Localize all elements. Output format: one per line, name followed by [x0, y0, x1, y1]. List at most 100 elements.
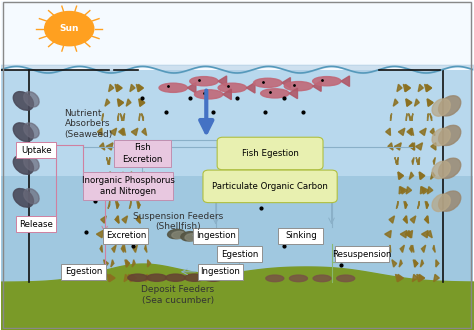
Polygon shape	[133, 245, 137, 252]
Polygon shape	[131, 128, 138, 136]
Polygon shape	[147, 260, 151, 267]
Ellipse shape	[432, 194, 450, 212]
Polygon shape	[425, 216, 428, 223]
Ellipse shape	[24, 189, 39, 204]
Polygon shape	[116, 201, 119, 209]
Polygon shape	[399, 260, 402, 267]
Polygon shape	[112, 230, 118, 238]
Polygon shape	[142, 114, 144, 121]
Ellipse shape	[185, 234, 199, 241]
Bar	[335, 247, 390, 262]
Polygon shape	[139, 187, 145, 194]
Polygon shape	[428, 187, 433, 194]
Polygon shape	[100, 216, 106, 223]
Polygon shape	[187, 82, 196, 93]
Polygon shape	[246, 82, 255, 93]
Polygon shape	[433, 157, 435, 165]
Circle shape	[45, 12, 94, 46]
Polygon shape	[398, 172, 403, 179]
Ellipse shape	[432, 99, 450, 116]
Polygon shape	[427, 230, 432, 238]
Polygon shape	[282, 78, 291, 88]
Polygon shape	[405, 84, 410, 92]
Polygon shape	[420, 187, 426, 194]
Ellipse shape	[261, 89, 289, 98]
Polygon shape	[218, 76, 227, 86]
Polygon shape	[142, 128, 146, 136]
Polygon shape	[403, 216, 407, 223]
Polygon shape	[109, 157, 110, 165]
Polygon shape	[112, 245, 116, 252]
Polygon shape	[129, 201, 131, 209]
Polygon shape	[118, 230, 124, 238]
Ellipse shape	[159, 83, 187, 92]
Polygon shape	[120, 114, 122, 121]
Polygon shape	[122, 216, 128, 223]
Polygon shape	[409, 128, 414, 136]
Text: Fish Egestion: Fish Egestion	[242, 149, 299, 158]
Polygon shape	[412, 114, 413, 121]
Polygon shape	[118, 99, 123, 106]
Polygon shape	[104, 260, 109, 267]
Polygon shape	[389, 216, 394, 223]
Polygon shape	[413, 260, 418, 267]
Text: Suspension Feeders
(Shellfish): Suspension Feeders (Shellfish)	[133, 212, 223, 231]
Polygon shape	[421, 187, 428, 194]
Polygon shape	[425, 84, 431, 92]
Polygon shape	[415, 260, 418, 267]
Polygon shape	[421, 245, 426, 252]
Polygon shape	[341, 76, 349, 86]
Polygon shape	[407, 128, 412, 136]
Bar	[83, 172, 173, 200]
Ellipse shape	[181, 232, 199, 241]
Ellipse shape	[313, 275, 331, 282]
Ellipse shape	[13, 188, 34, 207]
Polygon shape	[409, 143, 414, 150]
Polygon shape	[405, 230, 411, 238]
Text: Ingestion: Ingestion	[196, 231, 236, 240]
Text: Egestion: Egestion	[65, 267, 102, 276]
Polygon shape	[108, 201, 109, 209]
Polygon shape	[106, 143, 113, 150]
Ellipse shape	[290, 275, 308, 282]
Polygon shape	[398, 128, 405, 136]
Text: Release: Release	[19, 220, 53, 229]
Ellipse shape	[194, 90, 223, 99]
Polygon shape	[117, 201, 118, 209]
Polygon shape	[117, 230, 123, 238]
Polygon shape	[420, 260, 423, 267]
Ellipse shape	[432, 128, 450, 146]
Polygon shape	[388, 143, 393, 150]
Polygon shape	[400, 187, 408, 194]
Bar	[0, 176, 474, 282]
Polygon shape	[395, 157, 397, 165]
Polygon shape	[421, 230, 428, 238]
Polygon shape	[132, 187, 137, 194]
Polygon shape	[124, 157, 126, 165]
Text: Egestion: Egestion	[221, 250, 258, 259]
Bar	[16, 216, 56, 232]
Polygon shape	[131, 274, 137, 282]
Polygon shape	[388, 245, 391, 252]
Polygon shape	[434, 274, 439, 282]
Ellipse shape	[432, 161, 450, 179]
Polygon shape	[391, 114, 392, 121]
Polygon shape	[400, 245, 404, 252]
Polygon shape	[100, 245, 102, 252]
Polygon shape	[98, 128, 102, 136]
Polygon shape	[289, 88, 298, 99]
Text: Deposit Feeders
(Sea cucumber): Deposit Feeders (Sea cucumber)	[141, 285, 215, 305]
Polygon shape	[110, 172, 115, 179]
Polygon shape	[419, 274, 425, 282]
Polygon shape	[430, 172, 435, 179]
Polygon shape	[109, 172, 115, 179]
Ellipse shape	[147, 274, 166, 281]
Polygon shape	[123, 245, 126, 252]
Ellipse shape	[254, 78, 282, 87]
Ellipse shape	[190, 77, 218, 86]
Polygon shape	[130, 84, 135, 92]
Polygon shape	[128, 143, 134, 150]
Polygon shape	[121, 245, 124, 252]
Polygon shape	[107, 157, 109, 165]
Polygon shape	[418, 201, 419, 209]
